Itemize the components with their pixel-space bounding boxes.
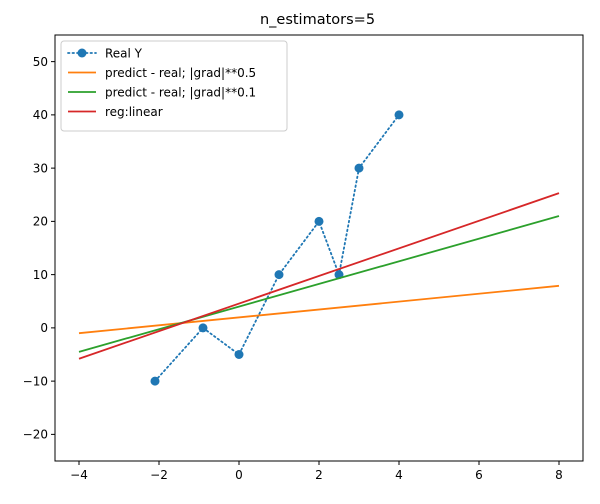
data-point-marker <box>394 110 404 120</box>
series-line-3 <box>78 192 560 360</box>
x-tick-label: 4 <box>395 468 403 482</box>
series-line-1 <box>78 284 560 335</box>
legend-entry-label: reg:linear <box>105 105 163 119</box>
data-point-marker <box>198 323 208 333</box>
y-tick-label: 20 <box>33 215 48 229</box>
x-tick-label: 0 <box>235 468 243 482</box>
chart-title: n_estimators=5 <box>260 12 375 28</box>
x-tick-label: 8 <box>555 468 563 482</box>
data-point-marker <box>234 350 244 359</box>
x-tick-label: 2 <box>315 468 323 482</box>
data-point-marker <box>314 216 324 226</box>
y-tick-label: 10 <box>33 268 48 282</box>
series-line-2 <box>78 215 560 353</box>
series-line-0 <box>154 113 400 383</box>
data-point-marker <box>354 163 364 173</box>
legend-entry-label: Real Y <box>105 47 143 61</box>
legend-entry-label: predict - real; |grad|**0.1 <box>105 86 256 100</box>
series-group <box>78 110 560 386</box>
y-tick-label: 30 <box>33 161 48 175</box>
legend-entry-label: predict - real; |grad|**0.5 <box>105 66 256 80</box>
y-tick-label: −20 <box>23 428 48 442</box>
y-tick-label: −10 <box>23 374 48 388</box>
x-tick-label: 6 <box>475 468 483 482</box>
x-tick-label: −2 <box>150 468 168 482</box>
y-tick-label: 40 <box>33 108 48 122</box>
x-tick-label: −4 <box>70 468 88 482</box>
y-tick-label: 0 <box>40 321 48 335</box>
y-tick-label: 50 <box>33 55 48 69</box>
legend-box <box>60 40 288 132</box>
data-point-marker <box>274 270 284 280</box>
legend-swatch-marker <box>77 48 87 58</box>
data-point-marker <box>150 376 160 386</box>
